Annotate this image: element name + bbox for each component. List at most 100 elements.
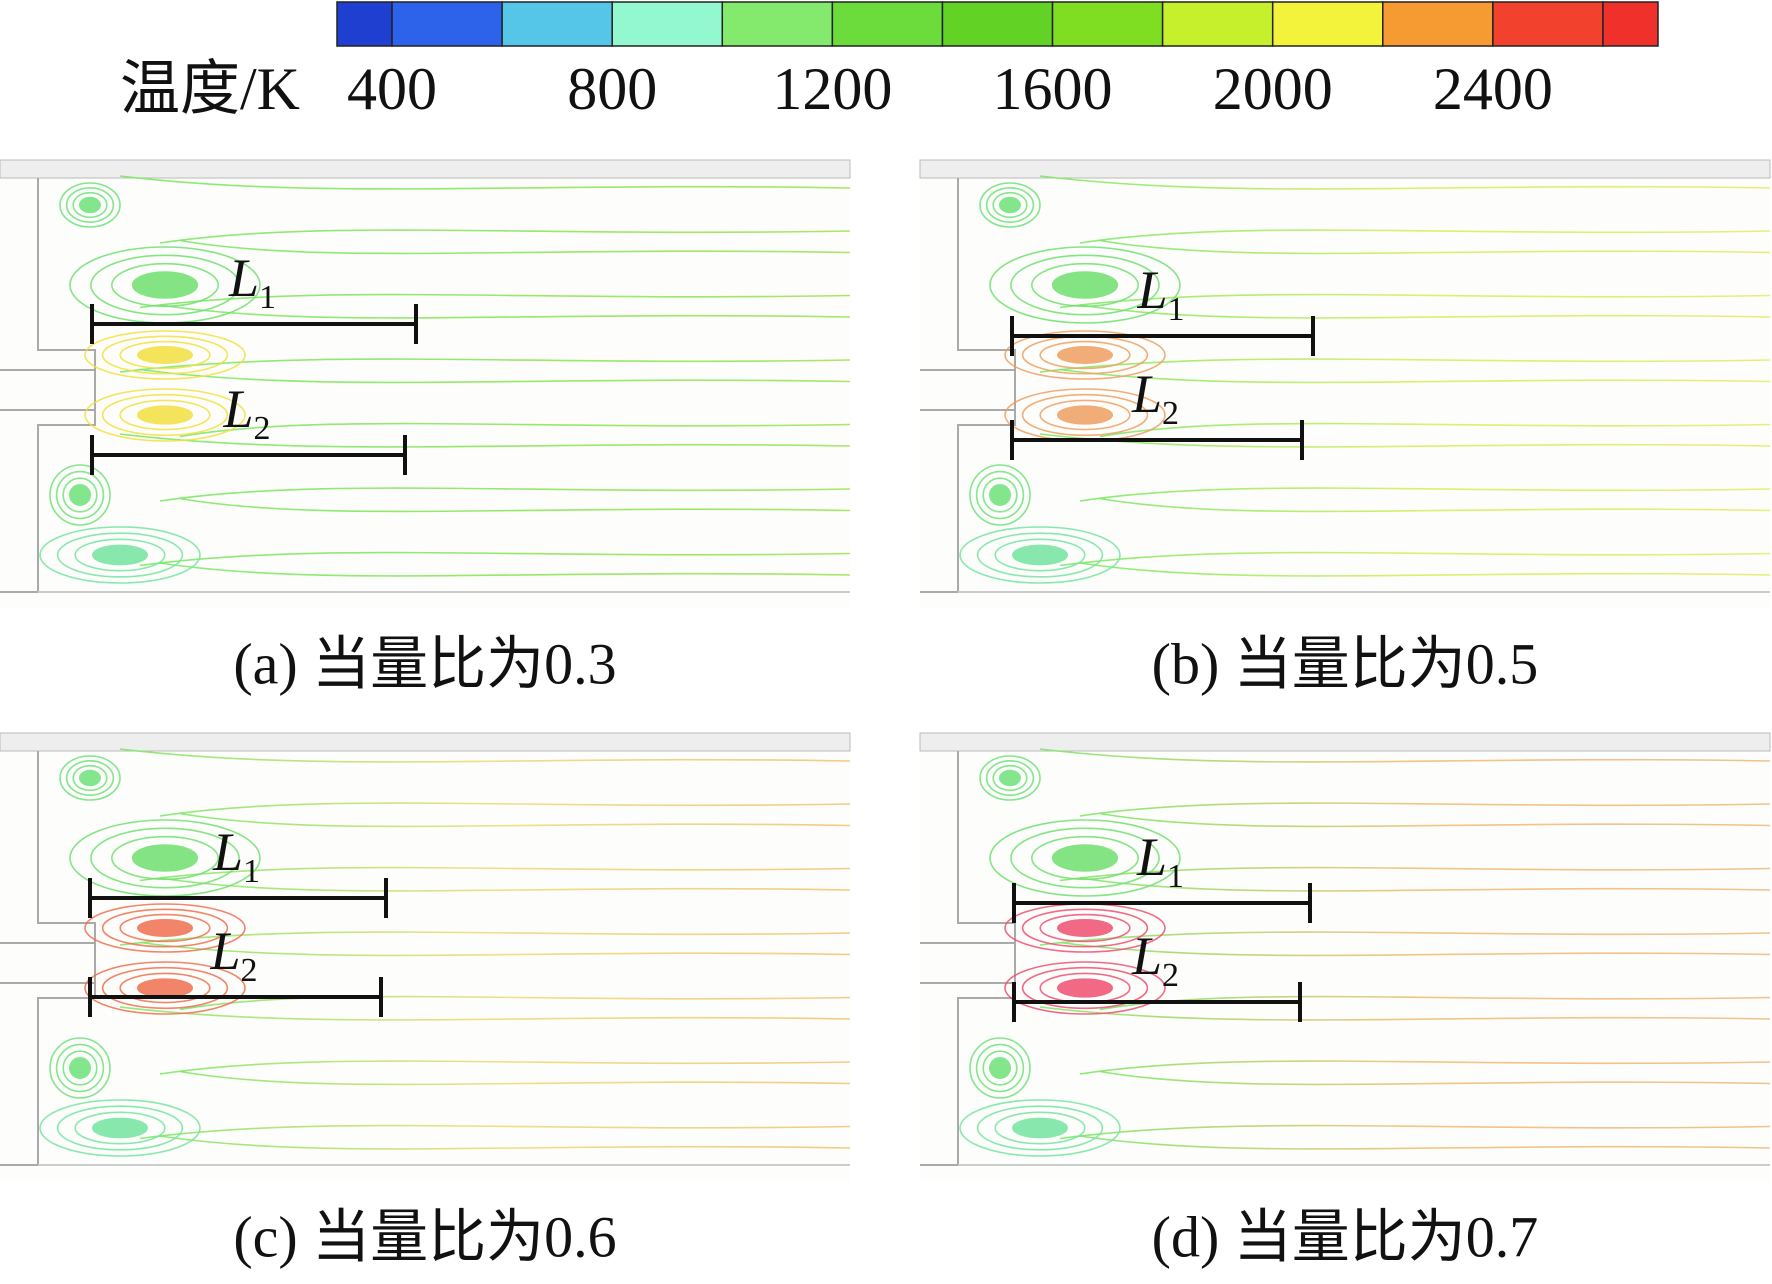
panel-caption: (a) 当量比为0.3 <box>233 631 616 696</box>
vortex <box>999 196 1022 214</box>
streamline <box>139 941 851 957</box>
vortex <box>969 464 1031 526</box>
vortex <box>1057 919 1114 937</box>
vortex <box>1021 908 1149 948</box>
colorbar-tick-label: 1600 <box>993 56 1113 122</box>
vortex <box>49 464 111 526</box>
vortex <box>119 972 211 1004</box>
vortex <box>1012 544 1069 566</box>
vortex <box>74 538 166 572</box>
panel-caption: (b) 当量比为0.5 <box>1152 631 1539 696</box>
length-subscript: 1 <box>243 853 260 890</box>
length-letter: L <box>223 379 254 439</box>
vortex <box>79 196 102 214</box>
streamline <box>179 422 851 438</box>
vortex <box>119 399 211 431</box>
panel-caption: (c) 当量比为0.6 <box>233 1204 616 1269</box>
streamline <box>1059 866 1771 882</box>
vortex <box>137 978 194 998</box>
streamline <box>159 487 851 502</box>
vortex <box>959 526 1121 584</box>
streamline <box>1099 1070 1771 1086</box>
vortex <box>101 908 229 948</box>
colorbar-segment <box>941 1 1054 47</box>
vortex <box>55 1043 105 1093</box>
vortex <box>1057 346 1114 364</box>
streamline <box>139 368 851 384</box>
streamline <box>139 866 851 882</box>
vortex <box>72 764 108 792</box>
length-letter: L <box>1131 364 1162 424</box>
vortex <box>979 182 1041 228</box>
vortex <box>59 755 121 801</box>
vortex <box>92 1117 149 1139</box>
vortex <box>101 335 229 375</box>
vortex <box>90 827 240 889</box>
vortex <box>989 246 1181 324</box>
length-label: L2 <box>1131 364 1179 431</box>
vortex <box>69 1056 92 1079</box>
vortex <box>84 388 246 442</box>
length-label: L1 <box>1137 260 1185 327</box>
streamline <box>1099 239 1771 255</box>
streamline <box>119 748 851 763</box>
streamline <box>1039 931 1771 946</box>
vortex <box>979 755 1041 801</box>
length-label: L2 <box>210 921 258 988</box>
colorbar-label: 温度/K <box>120 56 300 122</box>
colorbar-segment <box>391 1 503 47</box>
vortex <box>1010 827 1160 889</box>
panel-caption: (d) 当量比为0.7 <box>1152 1204 1539 1269</box>
vortex <box>111 835 220 881</box>
panel: L1 L2 <box>0 732 851 1181</box>
length-letter: L <box>210 921 241 981</box>
vortex <box>137 346 194 364</box>
vortex <box>1031 262 1140 308</box>
length-subscript: 2 <box>254 410 271 447</box>
colorbar-segment <box>831 1 944 47</box>
colorbar-segment <box>1051 1 1164 47</box>
vortex <box>69 483 92 506</box>
vortex <box>1021 966 1149 1010</box>
vortex <box>74 1111 166 1145</box>
panel-background <box>920 733 1770 1181</box>
length-subscript: 2 <box>1162 957 1179 994</box>
length-label: L2 <box>1131 926 1179 993</box>
length-subscript: 1 <box>1168 291 1185 328</box>
vortex <box>39 526 201 584</box>
colorbar-segment <box>721 1 834 47</box>
streamline <box>1099 812 1771 828</box>
vortex <box>1039 913 1131 943</box>
vortex <box>84 961 246 1015</box>
vortex <box>985 187 1035 223</box>
vortex <box>999 769 1022 787</box>
vortex <box>65 760 115 796</box>
vortex <box>982 1050 1018 1086</box>
vortex <box>985 760 1035 796</box>
vortex <box>969 1037 1031 1099</box>
panel: L1 L2 <box>919 159 1771 608</box>
vortex <box>131 844 199 872</box>
vortex <box>975 1043 1025 1093</box>
vortex <box>79 769 102 787</box>
streamline <box>1039 175 1771 190</box>
vortex <box>72 191 108 219</box>
streamline <box>179 812 851 828</box>
streamline <box>179 1070 851 1086</box>
colorbar-segment <box>1271 1 1384 47</box>
colorbar-tick-label: 2000 <box>1213 56 1333 122</box>
length-subscript: 2 <box>241 952 258 989</box>
streamline <box>1099 497 1771 513</box>
streamline <box>139 293 851 309</box>
streamline <box>179 995 851 1011</box>
vortex <box>59 182 121 228</box>
streamline <box>1079 1135 1771 1150</box>
streamline <box>1039 358 1771 373</box>
vortex <box>137 919 194 937</box>
vortex <box>62 477 98 513</box>
length-subscript: 2 <box>1162 395 1179 432</box>
streamline <box>1079 229 1771 244</box>
panel-background <box>920 160 1770 608</box>
streamline <box>1079 802 1771 817</box>
vortex <box>55 470 105 520</box>
